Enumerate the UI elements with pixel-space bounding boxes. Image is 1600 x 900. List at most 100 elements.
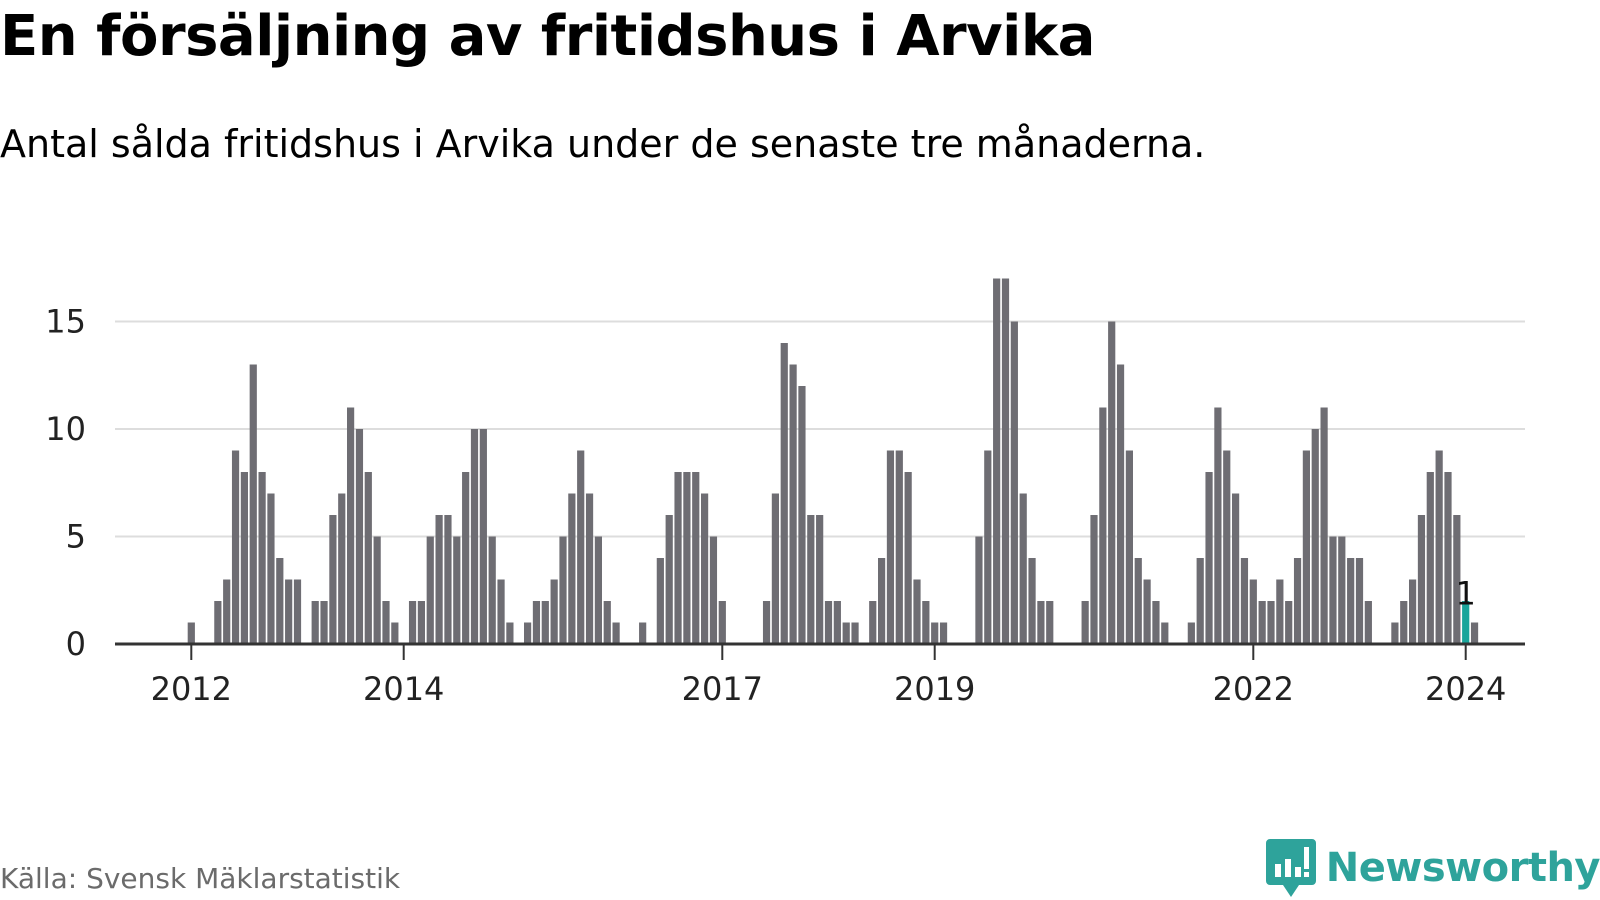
- bar: [807, 515, 815, 644]
- bar: [993, 278, 1001, 644]
- bar: [1010, 321, 1018, 644]
- bar: [984, 450, 992, 644]
- y-tick-label: 10: [45, 410, 86, 448]
- x-tick-label: 2024: [1425, 670, 1506, 708]
- bar: [293, 579, 302, 644]
- x-tick-label: 2022: [1213, 670, 1294, 708]
- bar: [391, 622, 399, 644]
- bar: [1240, 558, 1249, 644]
- bar: [408, 601, 417, 644]
- bar: [187, 622, 195, 644]
- bar: [1001, 278, 1010, 644]
- bar: [231, 450, 240, 644]
- bar: [267, 493, 275, 644]
- bar: [1187, 622, 1195, 644]
- bar: [931, 622, 939, 644]
- bar: [285, 579, 293, 644]
- y-tick-label: 15: [45, 303, 86, 341]
- bar: [824, 601, 833, 644]
- bar: [258, 472, 266, 644]
- y-tick-label: 0: [66, 625, 86, 663]
- bar: [506, 622, 514, 644]
- bar: [214, 601, 222, 644]
- bar: [488, 536, 496, 644]
- chart-subtitle: Antal sålda fritidshus i Arvika under de…: [0, 122, 1206, 166]
- bar: [1214, 407, 1222, 644]
- bar: [559, 536, 567, 644]
- bar: [833, 601, 841, 644]
- bar: [789, 364, 797, 644]
- bar: [1320, 407, 1328, 644]
- bar: [276, 558, 284, 644]
- bar: [444, 515, 452, 644]
- bar: [913, 579, 921, 644]
- highlight-bar: [1462, 601, 1470, 644]
- bar: [364, 472, 372, 644]
- bar: [347, 407, 355, 644]
- bar: [577, 450, 585, 644]
- bar: [1285, 601, 1293, 644]
- bar: [311, 601, 319, 644]
- bar: [1391, 622, 1399, 644]
- bar: [435, 515, 443, 644]
- bar: [585, 493, 594, 644]
- newsworthy-logo-icon: [1265, 839, 1316, 897]
- bar: [1293, 558, 1302, 644]
- data-label: 1: [1456, 575, 1476, 613]
- bar: [975, 536, 983, 644]
- bar: [1152, 601, 1160, 644]
- bar: [240, 472, 248, 644]
- bar: [674, 472, 682, 644]
- bar: [1116, 364, 1125, 644]
- bar: [1134, 558, 1142, 644]
- bar: [1249, 579, 1257, 644]
- bar: [470, 429, 479, 644]
- bar: [1196, 558, 1204, 644]
- bar: [1037, 601, 1045, 644]
- bar: [692, 472, 700, 644]
- x-tick-label: 2017: [682, 670, 763, 708]
- bar: [1338, 536, 1346, 644]
- bar: [550, 579, 558, 644]
- bar: [320, 601, 328, 644]
- bar: [1099, 407, 1107, 644]
- bar: [1400, 601, 1408, 644]
- bar: [1019, 493, 1027, 644]
- bar: [249, 364, 257, 644]
- bar: [453, 536, 461, 644]
- bar: [568, 493, 576, 644]
- bar: [1302, 450, 1310, 644]
- source-note: Källa: Svensk Mäklarstatistik: [0, 862, 401, 895]
- bar: [1232, 493, 1240, 644]
- bar: [1355, 558, 1364, 644]
- bar: [1435, 450, 1443, 644]
- bar: [771, 493, 779, 644]
- bar: [1470, 622, 1479, 644]
- bar: [656, 558, 664, 644]
- bar: [639, 622, 647, 644]
- chart-title: En försäljning av fritidshus i Arvika: [0, 4, 1095, 69]
- bar: [417, 601, 425, 644]
- bar: [382, 601, 390, 644]
- bar: [355, 429, 364, 644]
- bar: [709, 536, 718, 644]
- bar: [683, 472, 691, 644]
- bar: [1267, 601, 1275, 644]
- bar: [780, 343, 788, 644]
- bar: [1125, 450, 1133, 644]
- bar: [701, 493, 709, 644]
- bar: [524, 622, 532, 644]
- bar: [1276, 579, 1284, 644]
- bar: [886, 450, 895, 644]
- bar: [922, 601, 930, 644]
- bar: [869, 601, 877, 644]
- bar: [1329, 536, 1337, 644]
- bar: [223, 579, 231, 644]
- x-tick-label: 2019: [894, 670, 975, 708]
- x-axis: [115, 642, 1525, 660]
- bar: [1161, 622, 1169, 644]
- bar: [878, 558, 886, 644]
- bar: [462, 472, 470, 644]
- bar: [1347, 558, 1355, 644]
- bar: [1205, 472, 1213, 644]
